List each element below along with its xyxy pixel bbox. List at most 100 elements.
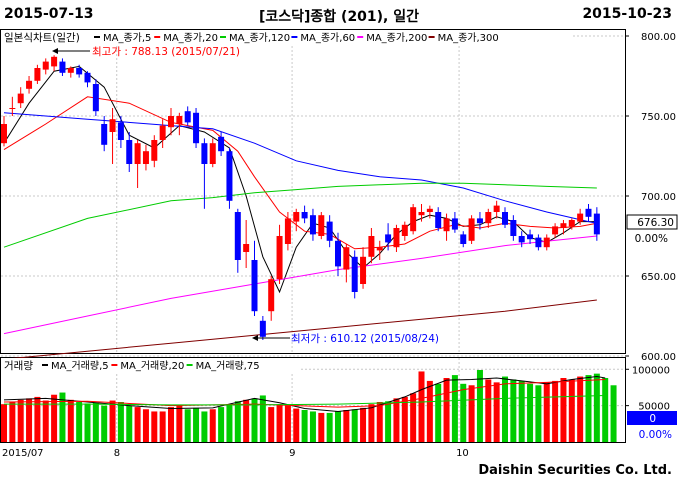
ma-legend-label: MA_종가,200 bbox=[366, 32, 427, 44]
price-tick-label: 700.00 bbox=[641, 192, 676, 203]
volume-bar bbox=[418, 371, 425, 442]
ma-line-ma60 bbox=[3, 112, 597, 224]
candle-body bbox=[42, 61, 49, 70]
volume-bar bbox=[351, 409, 358, 442]
volume-bar bbox=[610, 385, 617, 442]
current-price-box: 676.30 0.00% bbox=[626, 214, 678, 245]
volume-bar bbox=[335, 411, 341, 442]
volume-bar bbox=[276, 404, 283, 442]
volume-bar bbox=[176, 405, 183, 442]
volume-bar bbox=[209, 409, 216, 442]
volume-panel[interactable] bbox=[0, 357, 626, 443]
candle-body bbox=[201, 143, 208, 164]
candle-body bbox=[17, 93, 24, 104]
candle-body bbox=[159, 125, 166, 140]
ma-legend-label: MA_종가,60 bbox=[300, 32, 355, 44]
candle-body bbox=[9, 108, 16, 109]
volume-bar bbox=[51, 394, 58, 442]
price-axis: 800.00 750.00 700.00 650.00 600.00 bbox=[625, 32, 676, 363]
candle-body bbox=[435, 212, 442, 228]
price-legend: 일본식차트(일간) MA_종가,5 MA_종가,20 MA_종가,120 MA_종가,… bbox=[1, 30, 571, 44]
candle-body bbox=[101, 124, 108, 145]
volume-bar bbox=[126, 405, 133, 442]
volume-bar bbox=[109, 400, 116, 442]
candle-body bbox=[577, 213, 584, 222]
volume-bar bbox=[360, 407, 367, 442]
price-tick-label: 800.00 bbox=[641, 32, 676, 43]
candle-body bbox=[385, 234, 392, 243]
candle-body bbox=[527, 234, 534, 240]
candle-body bbox=[284, 218, 291, 244]
current-volume: 0 bbox=[649, 413, 656, 425]
volume-bar bbox=[401, 396, 408, 442]
volume-bar bbox=[67, 399, 74, 442]
start-date: 2015-07-13 bbox=[4, 6, 94, 22]
volume-bar bbox=[184, 409, 191, 442]
candle-body bbox=[268, 279, 275, 312]
volume-bar bbox=[435, 383, 442, 442]
candle-body bbox=[234, 212, 241, 260]
volume-bar bbox=[284, 405, 291, 442]
candle-body bbox=[460, 234, 467, 244]
candle-body bbox=[393, 228, 400, 248]
volume-bar bbox=[368, 404, 375, 442]
volume-bar bbox=[251, 398, 258, 442]
candle-body bbox=[360, 256, 367, 284]
volume-bar bbox=[301, 410, 308, 442]
volume-bar bbox=[460, 383, 467, 442]
volume-bar bbox=[59, 392, 66, 442]
volume-legend-label: MA_거래량,75 bbox=[196, 360, 260, 372]
candle-body bbox=[410, 207, 417, 232]
ma-line-ma120 bbox=[3, 182, 597, 248]
volume-bar bbox=[309, 411, 316, 442]
volume-bar bbox=[560, 378, 567, 442]
price-tick-label: 600.00 bbox=[641, 352, 676, 363]
candle-body bbox=[502, 212, 508, 225]
end-date: 2015-10-23 bbox=[582, 6, 672, 22]
candle-body bbox=[552, 226, 559, 235]
volume-bar bbox=[84, 403, 91, 442]
volume-tick-label: 100000 bbox=[632, 365, 670, 376]
volume-bar bbox=[92, 402, 99, 442]
volume-bar bbox=[468, 385, 475, 442]
volume-bar bbox=[577, 376, 584, 442]
candle-body bbox=[309, 215, 316, 235]
volume-bar bbox=[293, 408, 300, 442]
volume-bar bbox=[201, 411, 208, 442]
volume-bars bbox=[1, 370, 617, 442]
candle-body bbox=[543, 237, 550, 248]
date-tick-label: 10 bbox=[456, 448, 469, 459]
candle-body bbox=[109, 119, 116, 132]
volume-bar bbox=[502, 376, 508, 442]
candle-body bbox=[251, 260, 258, 312]
volume-bar bbox=[451, 375, 458, 442]
volume-average-lines bbox=[3, 376, 606, 412]
volume-bar bbox=[234, 401, 241, 442]
candle-body bbox=[301, 212, 308, 219]
volume-bar bbox=[593, 373, 600, 442]
volume-bar bbox=[168, 407, 174, 442]
candlesticks bbox=[1, 55, 600, 340]
ma-line-ma300 bbox=[3, 299, 597, 360]
volume-bar bbox=[226, 404, 233, 442]
current-volume-box: 0 0.00% bbox=[627, 411, 677, 441]
candle-body bbox=[76, 68, 83, 75]
date-tick-label: 8 bbox=[114, 448, 120, 459]
volume-legend-label: MA_거래량,5 bbox=[51, 360, 109, 372]
price-panel[interactable] bbox=[0, 29, 626, 354]
candle-body bbox=[485, 212, 492, 224]
volume-bar bbox=[268, 407, 275, 442]
volume-bar bbox=[426, 380, 433, 442]
volume-bar bbox=[259, 395, 266, 442]
candle-body bbox=[193, 112, 200, 144]
candle-body bbox=[226, 151, 233, 201]
current-volume-change: 0.00% bbox=[639, 429, 672, 441]
volume-bar bbox=[518, 380, 525, 442]
candle-body bbox=[276, 236, 283, 280]
company-footer: Daishin Securities Co. Ltd. bbox=[478, 463, 672, 478]
candle-body bbox=[560, 223, 567, 228]
volume-bar bbox=[543, 382, 550, 442]
volume-bar bbox=[1, 404, 7, 442]
candle-body bbox=[134, 143, 141, 164]
